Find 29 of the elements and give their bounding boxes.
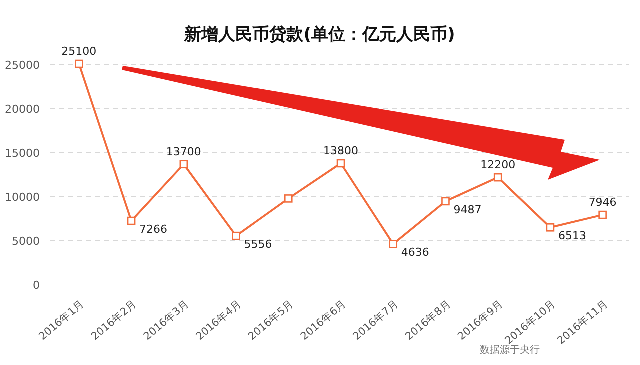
point [127, 216, 136, 226]
y-tick-label: 5000 [12, 234, 40, 248]
point [442, 197, 450, 206]
point [494, 173, 502, 182]
data-label: 9487 [454, 203, 482, 216]
chart-title: 新增人民币贷款(单位：亿元人民币) [184, 25, 456, 45]
data-label: 4636 [401, 246, 430, 260]
data-label: 12200 [480, 158, 516, 172]
point [232, 232, 240, 240]
y-tick-label: 25000 [5, 58, 40, 72]
data-label: 13700 [166, 145, 202, 158]
data-label: 6513 [558, 230, 586, 243]
data-label: 5556 [244, 238, 272, 252]
point [284, 194, 293, 203]
y-tick-label: 20000 [5, 102, 40, 116]
point [546, 224, 555, 232]
point [389, 240, 398, 248]
data-label: 25100 [62, 45, 97, 58]
data-label: 7266 [140, 223, 168, 236]
point [598, 210, 607, 220]
point [180, 160, 188, 169]
point [75, 60, 84, 68]
text: 数据源于央行 [480, 344, 540, 356]
y-tick-label: 15000 [5, 146, 40, 160]
data-label: 13800 [324, 144, 358, 158]
y-tick-label: 0 [33, 279, 40, 292]
data-label: 7946 [588, 196, 617, 210]
point [336, 159, 346, 168]
y-tick-label: 10000 [5, 190, 40, 204]
